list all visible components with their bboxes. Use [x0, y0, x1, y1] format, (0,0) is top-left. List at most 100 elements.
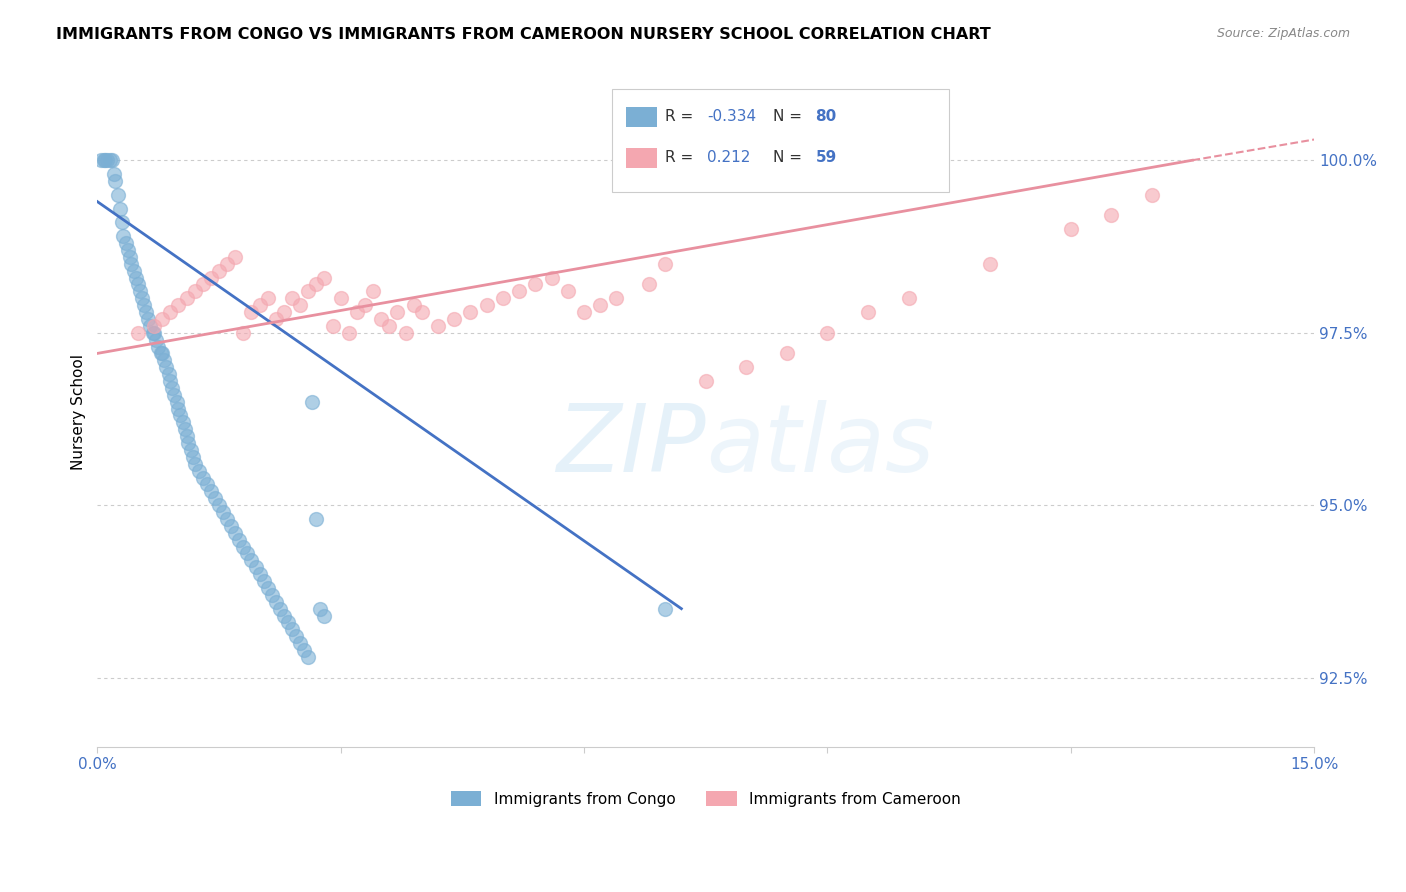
Point: [141, 326, 163, 340]
Point: [249, 298, 271, 312]
Point: [181, 450, 204, 464]
Point: [402, 298, 425, 312]
Point: [111, 215, 134, 229]
Point: [131, 291, 153, 305]
Point: [301, 394, 323, 409]
Point: [153, 353, 176, 368]
Point: [128, 285, 150, 299]
Point: [540, 270, 562, 285]
Point: [112, 229, 135, 244]
Point: [224, 250, 246, 264]
Point: [208, 263, 231, 277]
Point: [174, 422, 197, 436]
Point: [159, 305, 181, 319]
Point: [305, 512, 328, 526]
Point: [118, 250, 141, 264]
Point: [236, 546, 259, 560]
Point: [134, 298, 156, 312]
Point: [167, 401, 190, 416]
Point: [305, 277, 328, 292]
Point: [337, 326, 360, 340]
Point: [297, 650, 319, 665]
Point: [264, 595, 287, 609]
Point: [776, 346, 799, 360]
Point: [139, 318, 162, 333]
Point: [361, 285, 384, 299]
Point: [695, 374, 717, 388]
Point: [157, 367, 180, 381]
Point: [427, 318, 450, 333]
Point: [107, 187, 129, 202]
Point: [1060, 222, 1083, 236]
Point: [281, 291, 304, 305]
Point: [378, 318, 401, 333]
Point: [654, 257, 676, 271]
Point: [1099, 209, 1122, 223]
Text: Source: ZipAtlas.com: Source: ZipAtlas.com: [1216, 27, 1350, 40]
Text: atlas: atlas: [706, 400, 934, 491]
Point: [354, 298, 377, 312]
Point: [117, 243, 139, 257]
Text: ZIP: ZIP: [557, 400, 706, 491]
Point: [166, 394, 188, 409]
Point: [143, 326, 166, 340]
Text: 80: 80: [815, 109, 837, 124]
Point: [148, 339, 170, 353]
Point: [240, 553, 263, 567]
Point: [143, 318, 166, 333]
Point: [90, 153, 112, 168]
Point: [979, 257, 1001, 271]
Point: [108, 202, 131, 216]
Point: [1140, 187, 1163, 202]
Text: N =: N =: [773, 150, 807, 165]
Point: [217, 512, 239, 526]
Point: [492, 291, 515, 305]
Point: [475, 298, 498, 312]
Point: [285, 629, 308, 643]
Point: [232, 540, 254, 554]
Point: [288, 298, 311, 312]
Point: [856, 305, 879, 319]
Point: [264, 312, 287, 326]
Point: [136, 312, 159, 326]
Text: -0.334: -0.334: [707, 109, 756, 124]
Text: R =: R =: [665, 109, 699, 124]
Point: [240, 305, 263, 319]
Point: [176, 429, 198, 443]
Point: [177, 436, 200, 450]
Point: [460, 305, 482, 319]
Point: [167, 298, 190, 312]
Point: [120, 257, 142, 271]
Point: [443, 312, 465, 326]
Point: [232, 326, 254, 340]
Point: [96, 153, 118, 168]
Point: [249, 567, 271, 582]
Point: [224, 525, 246, 540]
Point: [524, 277, 547, 292]
Point: [103, 167, 125, 181]
Point: [735, 360, 758, 375]
Point: [288, 636, 311, 650]
Point: [309, 601, 332, 615]
Point: [245, 560, 267, 574]
Point: [200, 484, 222, 499]
Point: [101, 153, 124, 168]
Point: [98, 153, 121, 168]
Point: [253, 574, 276, 588]
Point: [114, 235, 136, 250]
Point: [508, 285, 530, 299]
Point: [163, 388, 186, 402]
Point: [273, 608, 295, 623]
Point: [394, 326, 416, 340]
Point: [589, 298, 612, 312]
Point: [346, 305, 368, 319]
Point: [277, 615, 299, 630]
Point: [605, 291, 627, 305]
Point: [183, 457, 205, 471]
Point: [191, 277, 214, 292]
Point: [127, 277, 149, 292]
Point: [94, 153, 117, 168]
Point: [180, 442, 202, 457]
Point: [256, 581, 278, 595]
Point: [195, 477, 218, 491]
